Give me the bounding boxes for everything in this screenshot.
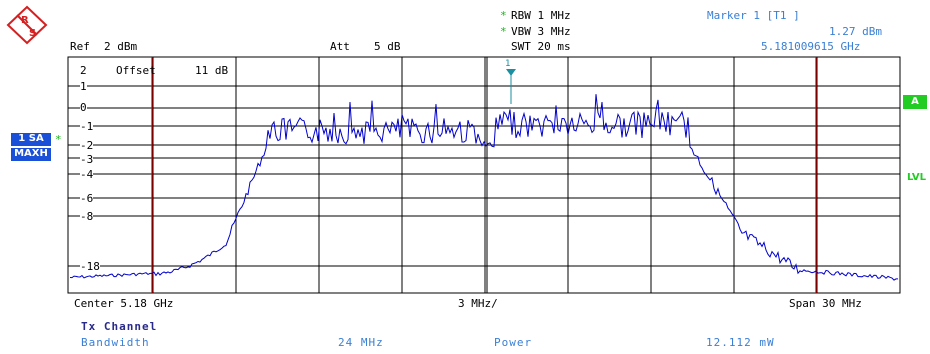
y-tick-minus1: -1 <box>80 120 94 133</box>
rbw-setting: RBW 1 MHz <box>511 9 571 22</box>
offset-label: Offset <box>116 64 156 77</box>
offset-value: 11 dB <box>195 64 229 77</box>
center-frequency: Center 5.18 GHz <box>74 297 174 310</box>
y-tick-minus8: -8 <box>80 210 94 223</box>
grid-vertical <box>152 57 818 293</box>
power-value: 12.112 mW <box>706 336 775 349</box>
span-per-division: 3 MHz/ <box>458 297 498 310</box>
rohde-schwarz-logo: R S <box>6 5 48 45</box>
marker-triangle-icon <box>506 69 516 76</box>
y-tick-minus6: -6 <box>80 192 94 205</box>
a-badge: A <box>903 95 927 109</box>
marker-title: Marker 1 [T1 ] <box>707 9 800 22</box>
svg-text:S: S <box>29 28 36 39</box>
y-tick-1: 1 <box>80 80 87 93</box>
svg-text:R: R <box>21 15 29 26</box>
marker-1 <box>506 69 516 104</box>
vbw-coupled-star: * <box>500 25 507 38</box>
y-tick-0: 0 <box>80 101 87 114</box>
marker-plot-label: 1 <box>505 59 511 69</box>
y-tick-minus3: -3 <box>80 153 94 166</box>
grid-horizontal <box>68 85 900 267</box>
span-setting: Span 30 MHz <box>789 297 862 310</box>
spectrum-trace <box>69 94 898 281</box>
swt-setting: SWT 20 ms <box>511 40 571 53</box>
marker-frequency: 5.181009615 GHz <box>761 40 861 53</box>
rbw-coupled-star: * <box>500 9 507 22</box>
plot-frame <box>67 56 901 294</box>
trace-number: 2 <box>80 64 87 77</box>
ref-label: Ref <box>70 40 90 53</box>
tx-channel-title: Tx Channel <box>81 320 158 333</box>
att-label: Att <box>330 40 350 53</box>
bandwidth-label: Bandwidth <box>81 336 150 349</box>
badge-coupling-star: * <box>55 133 62 146</box>
y-tick-minus2: -2 <box>80 139 94 152</box>
bandwidth-value: 24 MHz <box>338 336 384 349</box>
marker-level: 1.27 dBm <box>829 25 882 38</box>
trace-badge: 1 SA <box>11 133 51 146</box>
lvl-label: LVL <box>906 172 927 183</box>
ref-value: 2 dBm <box>104 40 138 53</box>
y-tick-minus4: -4 <box>80 168 94 181</box>
y-tick-minus18: -18 <box>80 260 100 273</box>
detector-badge: MAXH <box>11 148 51 161</box>
power-label: Power <box>494 336 533 349</box>
vbw-setting: VBW 3 MHz <box>511 25 571 38</box>
channel-limit-lines <box>151 57 817 293</box>
att-value: 5 dB <box>374 40 401 53</box>
